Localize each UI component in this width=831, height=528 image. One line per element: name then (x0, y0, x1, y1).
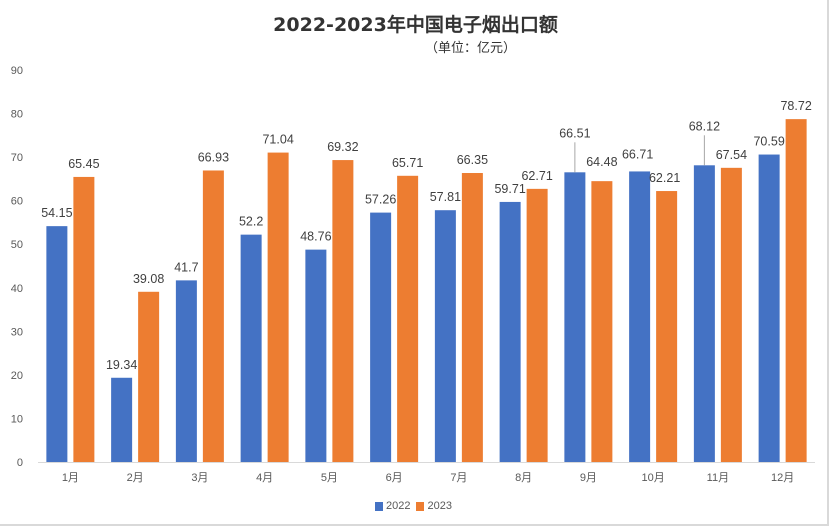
bar-2022 (111, 377, 133, 462)
data-label-2023: 71.04 (262, 133, 293, 147)
chart-subtitle: （单位：亿元） (425, 41, 517, 56)
bar-2023 (720, 167, 742, 462)
x-tick-label: 5月 (321, 472, 338, 484)
data-label-2023: 66.93 (198, 150, 229, 164)
y-tick-label: 70 (11, 152, 23, 164)
x-tick-label: 11月 (707, 472, 729, 484)
y-tick-label: 0 (17, 457, 23, 469)
data-label-2022: 19.34 (106, 358, 137, 372)
data-label-2023: 62.21 (649, 171, 680, 185)
data-label-2023: 62.71 (521, 169, 552, 183)
legend-label-2023: 2023 (427, 500, 452, 512)
y-tick-label: 50 (11, 239, 23, 251)
data-label-2022: 41.7 (174, 260, 198, 274)
bar-2022 (629, 171, 651, 462)
data-label-2023: 67.54 (716, 148, 747, 162)
x-tick-label: 9月 (580, 472, 597, 484)
x-tick-label: 4月 (256, 472, 273, 484)
chart-title: 2022-2023年中国电子烟出口额 (273, 14, 558, 36)
x-tick-label: 6月 (386, 472, 403, 484)
bar-2023 (397, 175, 419, 462)
bar-2023 (138, 291, 160, 462)
x-tick-label: 10月 (642, 472, 665, 484)
data-label-2022: 54.15 (41, 206, 72, 220)
x-tick-label: 1月 (62, 472, 79, 484)
y-tick-label: 60 (11, 196, 23, 208)
x-tick-label: 7月 (450, 472, 467, 484)
bar-2022 (758, 154, 780, 463)
y-tick-label: 40 (11, 283, 23, 295)
data-label-2022: 70.59 (753, 135, 784, 149)
bar-2022 (693, 165, 715, 462)
y-tick-label: 10 (11, 413, 23, 425)
bar-2022 (434, 210, 456, 462)
legend: 2022 2023 (375, 500, 452, 512)
data-label-2023: 69.32 (327, 140, 358, 154)
bar-2022 (175, 280, 197, 462)
data-label-2022: 48.76 (300, 230, 331, 244)
data-label-2022: 52.2 (239, 215, 263, 229)
bar-2023 (332, 160, 354, 463)
x-tick-label: 3月 (191, 472, 208, 484)
legend-swatch-2023 (416, 501, 425, 511)
x-tick-label: 12月 (771, 472, 794, 484)
data-label-2022: 57.81 (430, 190, 461, 204)
bar-2022 (564, 172, 586, 462)
data-label-2023: 64.48 (586, 155, 617, 169)
bar-2022 (46, 226, 68, 462)
bar-2023 (591, 181, 613, 462)
y-tick-label: 80 (11, 109, 23, 121)
data-label-2022: 66.71 (622, 147, 653, 161)
data-label-2023: 66.35 (457, 153, 488, 167)
data-label-2022: 57.26 (365, 193, 396, 207)
bar-2022 (305, 249, 327, 462)
bar-2023 (526, 188, 548, 463)
y-tick-label: 30 (11, 326, 23, 338)
bar-2023 (785, 119, 807, 462)
y-tick-label: 20 (11, 370, 23, 382)
data-label-2023: 65.45 (68, 157, 99, 171)
bar-2023 (461, 173, 483, 462)
legend-label-2022: 2022 (386, 500, 411, 512)
data-label-2023: 65.71 (392, 156, 423, 170)
bar-2022 (240, 234, 262, 462)
legend-swatch-2022 (375, 501, 383, 511)
data-label-2022: 68.12 (689, 119, 720, 133)
data-label-2022: 66.51 (559, 126, 590, 140)
bar-2023 (267, 152, 289, 462)
bar-2023 (202, 170, 224, 462)
bar-2023 (73, 176, 95, 462)
x-tick-label: 2月 (127, 472, 144, 484)
x-tick-label: 8月 (515, 472, 532, 484)
data-label-2023: 78.72 (780, 99, 811, 113)
data-label-2022: 59.71 (494, 182, 525, 196)
y-tick-label: 90 (11, 65, 23, 77)
bar-2022 (499, 201, 521, 462)
bar-2022 (370, 212, 392, 462)
data-label-2023: 39.08 (133, 272, 164, 286)
bar-2023 (656, 191, 678, 462)
